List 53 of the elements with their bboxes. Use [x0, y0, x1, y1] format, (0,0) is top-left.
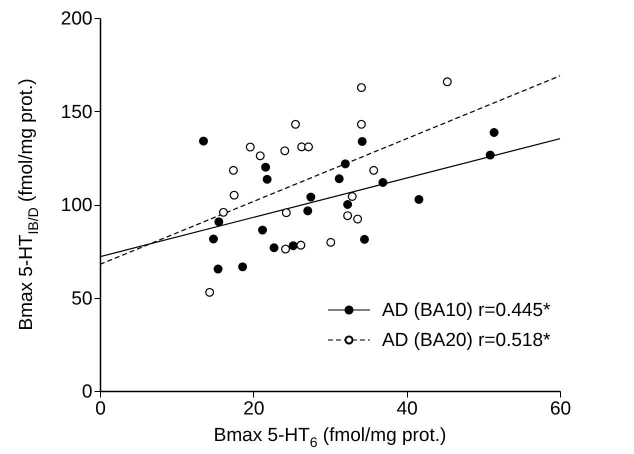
point — [340, 159, 350, 168]
point — [414, 195, 424, 204]
point — [334, 174, 344, 184]
point — [291, 120, 300, 129]
point — [358, 137, 367, 146]
point — [282, 208, 291, 218]
point — [343, 200, 352, 209]
legend-label: AD (BA10) r=0.445* — [382, 300, 552, 321]
y-tick-label: 200 — [60, 8, 92, 30]
x-tick-label: 0 — [95, 398, 106, 420]
legend-label: AD (BA20) r=0.518* — [382, 330, 552, 351]
point — [306, 192, 316, 202]
point — [218, 208, 228, 217]
y-tick-label: 150 — [60, 102, 92, 123]
point — [288, 241, 298, 250]
x-tick-label: 20 — [243, 398, 264, 420]
point — [228, 166, 238, 175]
point — [258, 226, 268, 235]
point — [369, 166, 378, 175]
point — [343, 211, 352, 220]
point — [490, 128, 499, 137]
point — [208, 234, 218, 244]
point — [353, 214, 362, 224]
point — [378, 178, 388, 187]
point — [303, 206, 312, 216]
point — [199, 136, 208, 146]
x-tick-label: 40 — [396, 398, 418, 420]
y-tick-label: 100 — [60, 195, 92, 216]
point — [280, 146, 290, 156]
y-tick-label: 0 — [82, 382, 92, 402]
point — [261, 162, 270, 172]
point — [348, 192, 357, 201]
y-tick-label: 50 — [71, 288, 92, 310]
point — [326, 238, 336, 247]
point — [256, 151, 265, 160]
point — [356, 83, 366, 92]
x-tick-label: 60 — [550, 398, 572, 420]
point — [214, 264, 223, 274]
y-axis-title: Bmax 5-HTIB/D (fmol/mg prot.) — [16, 78, 41, 331]
point — [281, 244, 290, 254]
point — [296, 240, 306, 250]
point — [214, 217, 224, 226]
point — [356, 120, 366, 129]
point — [246, 142, 255, 152]
point — [486, 150, 495, 160]
point — [270, 243, 279, 252]
point — [304, 142, 314, 152]
point — [262, 174, 272, 184]
point — [230, 190, 239, 200]
point — [360, 234, 369, 244]
point — [442, 77, 452, 86]
point — [205, 288, 214, 297]
point — [238, 262, 248, 272]
